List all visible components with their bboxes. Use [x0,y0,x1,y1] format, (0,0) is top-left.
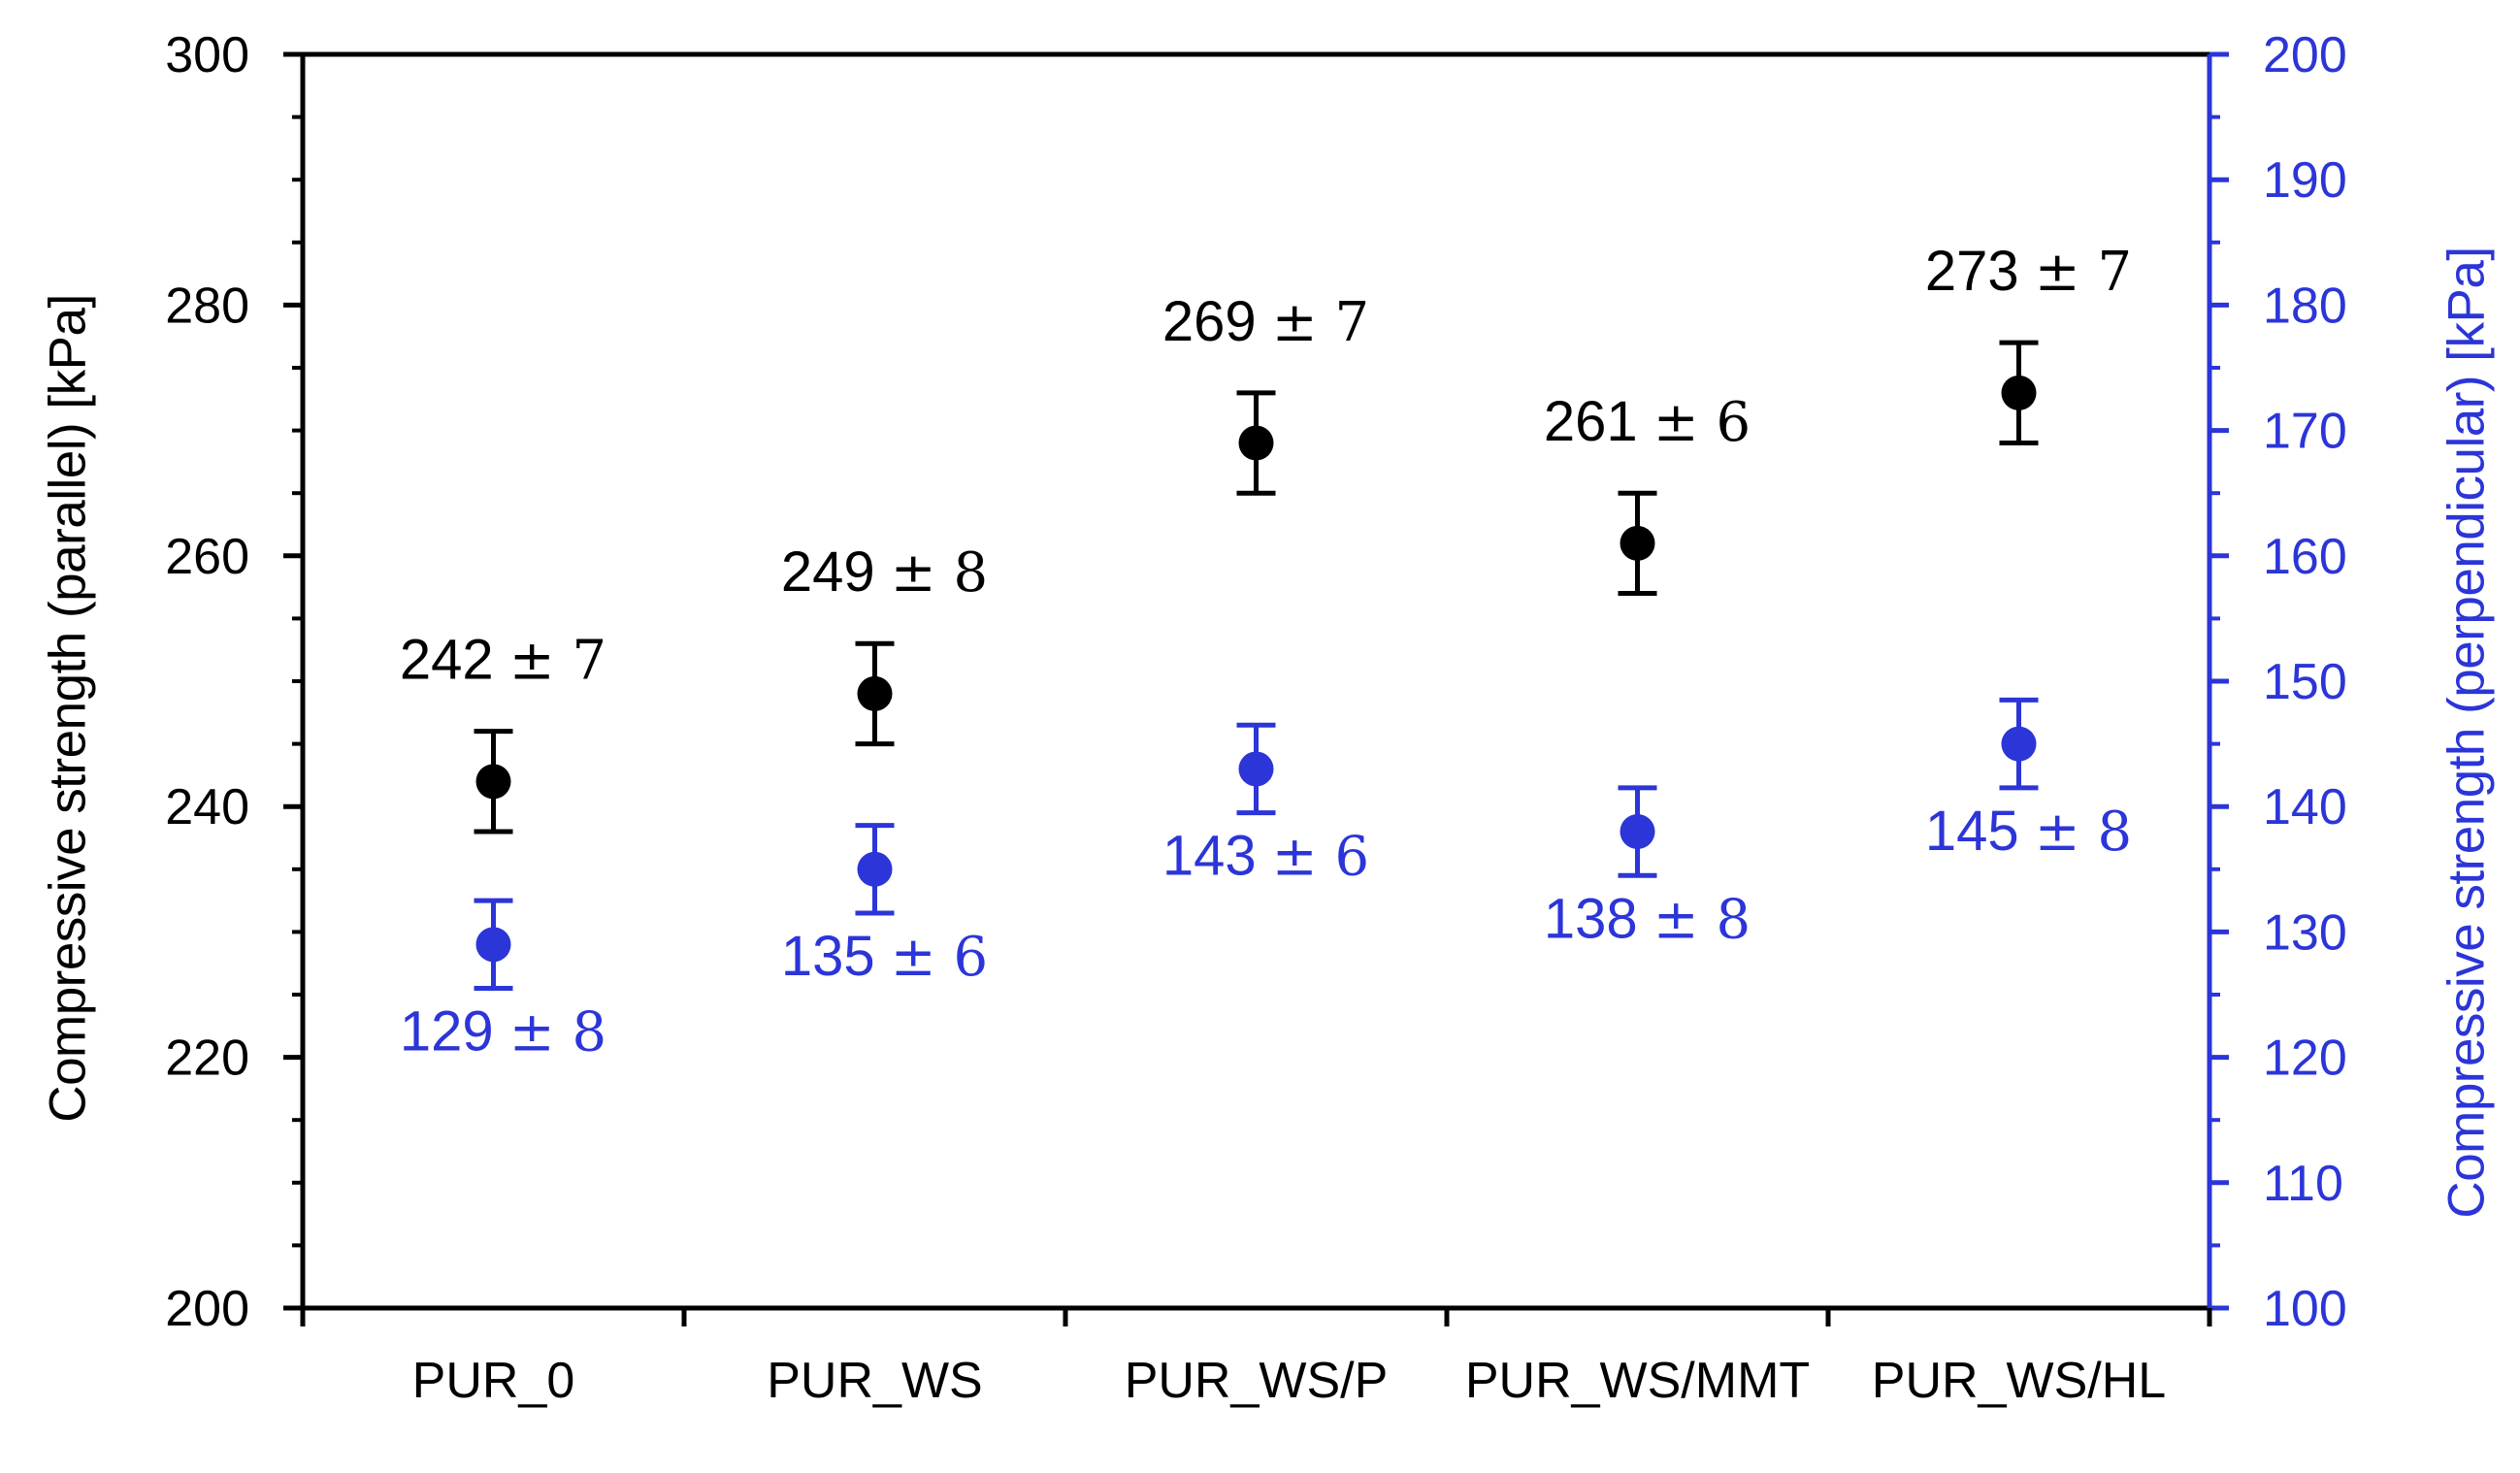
data-point-group: 242 ± 7 [400,629,606,835]
data-point-group: 129 ± 8 [400,898,606,1064]
x-axis-category-label: PUR_WS/MMT [1465,1353,1810,1409]
data-point-value-label: 138 ± 8 [1544,887,1751,951]
data-point-value-label: 249 ± 8 [781,540,988,605]
data-point-marker [2001,375,2037,410]
data-point-value-label: 261 ± 6 [1544,390,1751,454]
data-point-group: 145 ± 8 [1925,697,2132,864]
left-axis-tick-label: 260 [165,529,249,585]
left-axis-tick-label: 300 [165,27,249,83]
data-point-marker [1620,525,1655,561]
data-point-value-label: 273 ± 7 [1925,240,2132,304]
right-axis-tick-label: 110 [2263,1156,2343,1212]
right-axis-tick-label: 160 [2263,529,2347,585]
data-point-marker [857,851,893,887]
data-point-marker [475,927,511,963]
right-axis-tick-label: 170 [2263,404,2347,460]
data-point-group: 249 ± 8 [781,540,988,747]
data-point-marker [1238,751,1274,787]
left-axis-tick-label: 200 [165,1281,249,1337]
data-point-marker [2001,726,2037,762]
x-axis-category-label: PUR_0 [412,1353,575,1409]
data-point-group: 143 ± 6 [1162,722,1369,889]
right-axis-tick-label: 140 [2263,779,2347,835]
x-axis-category-label: PUR_WS [767,1353,982,1409]
right-axis-tick-label: 130 [2263,904,2347,961]
left-axis-title: Compressive strength (parallel) [kPa] [39,294,97,1123]
right-axis-tick-label: 200 [2263,27,2347,83]
data-point-group: 273 ± 7 [1925,240,2132,446]
data-point-group: 138 ± 8 [1544,785,1751,951]
data-point-value-label: 143 ± 6 [1162,825,1369,889]
data-point-marker [475,764,511,800]
data-point-marker [1238,425,1274,461]
data-point-marker [1620,814,1655,850]
right-axis-tick-label: 150 [2263,654,2347,710]
x-axis-category-label: PUR_WS/P [1125,1353,1389,1409]
data-point-value-label: 145 ± 8 [1925,800,2132,864]
data-point-value-label: 129 ± 8 [400,1000,606,1064]
data-point-group: 135 ± 6 [781,823,988,989]
data-point-group: 261 ± 6 [1544,390,1751,597]
right-axis-tick-label: 180 [2263,278,2347,334]
left-axis-tick-label: 280 [165,278,249,334]
data-point-group: 269 ± 7 [1162,290,1369,496]
data-point-value-label: 269 ± 7 [1162,290,1369,354]
right-axis-title: Compressive strength (perpendicular) [kP… [2438,246,2496,1219]
left-axis-tick-label: 220 [165,1031,249,1087]
data-point-marker [857,675,893,711]
left-axis-tick-label: 240 [165,779,249,835]
x-axis-category-label: PUR_WS/HL [1872,1353,2166,1409]
right-axis-tick-label: 120 [2263,1031,2347,1087]
data-point-value-label: 242 ± 7 [400,629,606,693]
data-point-value-label: 135 ± 6 [781,925,988,989]
right-axis-tick-label: 190 [2263,152,2347,209]
right-axis-tick-label: 100 [2263,1281,2347,1337]
